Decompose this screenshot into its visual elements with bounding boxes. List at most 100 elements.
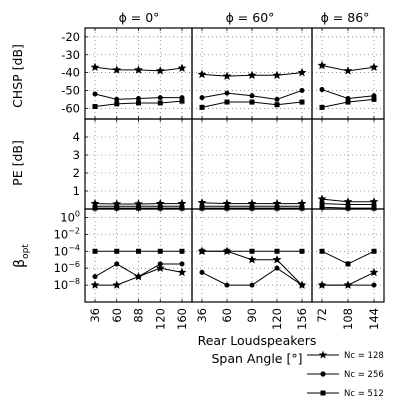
data-point-circle <box>224 90 230 96</box>
y-tick-exponent: −8 <box>68 277 80 286</box>
x-tick-label: 88 <box>132 308 146 323</box>
y-tick-mantissa: 10 <box>54 278 69 292</box>
data-point-square <box>249 99 255 105</box>
data-point-square <box>345 205 351 211</box>
data-point-star <box>369 267 379 277</box>
xlabel-line-2: Span Angle [°] <box>212 351 303 366</box>
data-point-square <box>136 205 141 211</box>
data-point-star <box>197 69 207 79</box>
data-point-circle <box>371 282 377 288</box>
panel-frame <box>84 208 193 303</box>
legend-entry-nc-512: Nc = 512 <box>307 389 384 399</box>
y-tick-label: 100 <box>60 209 80 224</box>
data-point-square <box>274 102 280 108</box>
data-point-star <box>112 65 122 74</box>
legend-label-nc-512: Nc = 512 <box>344 389 384 399</box>
data-point-circle <box>274 265 280 271</box>
ylabel-pe: PE [dB] <box>10 140 25 186</box>
x-tick-label: 156 <box>295 308 309 330</box>
data-point-circle <box>92 274 98 280</box>
data-point-square <box>199 205 205 211</box>
data-point-star <box>317 60 327 70</box>
y-tick-exponent: −6 <box>68 260 80 269</box>
data-point-square <box>199 248 205 254</box>
legend-label-nc-128: Nc = 128 <box>344 351 384 361</box>
data-point-square <box>114 205 120 211</box>
y-tick-label: 2 <box>73 166 80 180</box>
data-point-square <box>319 104 325 110</box>
data-point-circle <box>92 91 98 97</box>
y-tick-exponent: −2 <box>68 226 80 235</box>
data-point-square <box>157 100 163 106</box>
data-point-square <box>92 104 98 110</box>
y-tick-mantissa: 10 <box>60 210 75 224</box>
y-tick-mantissa: 10 <box>54 261 69 275</box>
y-tick-label: 10−6 <box>54 260 80 275</box>
x-tick-label: 72 <box>315 308 329 323</box>
data-point-circle <box>157 95 163 101</box>
ylabel-beta-main: β <box>12 259 28 268</box>
data-point-square <box>136 100 141 106</box>
x-tick-label: 120 <box>270 308 284 330</box>
data-point-star <box>343 66 353 75</box>
x-tick-label: 90 <box>245 308 259 323</box>
legend-circle-marker <box>320 371 326 377</box>
y-tick-label: 1 <box>73 184 80 198</box>
panel-frame <box>311 208 385 303</box>
data-point-star <box>90 280 100 289</box>
data-point-square <box>249 248 255 254</box>
data-point-square <box>299 248 305 254</box>
data-point-square <box>299 99 305 105</box>
legend-star-marker <box>318 350 328 359</box>
data-point-square <box>224 205 230 211</box>
data-point-circle <box>136 95 141 101</box>
data-point-square <box>157 205 163 211</box>
data-point-square <box>224 99 230 105</box>
y-tick-label: -60 <box>61 101 80 115</box>
data-point-square <box>274 205 280 211</box>
data-point-square <box>92 248 98 254</box>
xlabel-line-1: Rear Loudspeakers <box>198 333 317 348</box>
data-point-square <box>345 99 351 105</box>
x-tick-label: 60 <box>110 308 124 323</box>
data-point-square <box>224 248 230 254</box>
y-tick-exponent: 0 <box>75 209 80 218</box>
data-point-square <box>136 248 141 254</box>
data-point-square <box>179 205 185 211</box>
ylabel-chsp: CHSP [dB] <box>10 44 25 108</box>
series-line-beta-nc-256 <box>201 267 303 286</box>
data-point-square <box>299 205 305 211</box>
data-point-circle <box>179 261 185 267</box>
data-point-square <box>345 261 351 267</box>
data-point-circle <box>199 95 205 101</box>
y-tick-label: 3 <box>73 148 80 162</box>
y-tick-mantissa: 10 <box>54 227 69 241</box>
data-point-square <box>371 205 377 211</box>
data-point-square <box>179 98 185 104</box>
data-point-circle <box>224 282 230 288</box>
data-point-square <box>199 104 205 110</box>
data-point-star <box>317 194 327 203</box>
data-point-star <box>247 70 257 80</box>
x-tick-label: 108 <box>341 308 355 330</box>
ylabel-beta: βopt <box>12 244 31 268</box>
data-point-circle <box>157 261 163 267</box>
legend: Nc = 128 Nc = 256 Nc = 512 <box>307 350 384 399</box>
y-tick-label: -20 <box>61 30 80 44</box>
data-point-square <box>114 101 120 107</box>
data-point-star <box>90 62 100 71</box>
legend-entry-nc-128: Nc = 128 <box>307 350 384 361</box>
ylabel-beta-sub: opt <box>21 244 31 259</box>
x-tick-label: 160 <box>175 308 189 330</box>
data-point-square <box>114 248 120 254</box>
data-point-circle <box>319 87 325 93</box>
data-point-circle <box>114 261 120 267</box>
data-point-square <box>157 248 163 254</box>
data-point-circle <box>249 282 255 288</box>
data-point-square <box>179 248 185 254</box>
y-tick-label: 10−4 <box>54 243 80 258</box>
y-tick-label: -40 <box>61 66 80 80</box>
data-point-star <box>247 255 257 264</box>
data-point-circle <box>274 96 280 102</box>
